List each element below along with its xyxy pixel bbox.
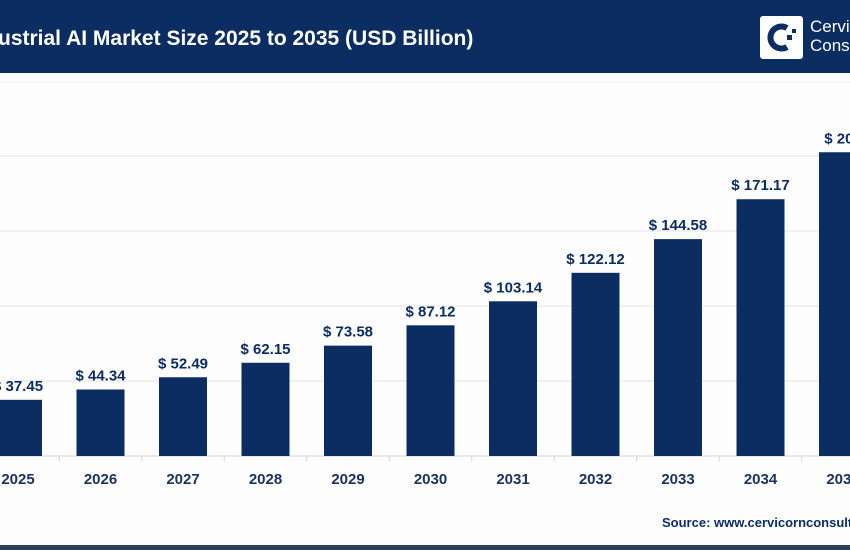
bar-2034 [736, 199, 785, 456]
bottom-border [0, 545, 850, 550]
chart-title: ustrial AI Market Size 2025 to 2035 (USD… [0, 27, 474, 50]
data-label-2029: $ 73.58 [323, 324, 373, 341]
logo-line-1: Cervi [810, 17, 850, 36]
bar-2031 [489, 301, 537, 456]
data-label-2032: $ 122.12 [566, 251, 624, 268]
bar-2026 [76, 389, 125, 456]
bar-2035 [819, 152, 850, 456]
data-label-2028: $ 62.15 [240, 341, 290, 358]
chart-header: ustrial AI Market Size 2025 to 2035 (USD… [0, 0, 850, 73]
x-tick-label-2027: 2027 [166, 471, 199, 488]
bar-2027 [159, 377, 207, 456]
x-tick-label-2035: 2035 [826, 471, 850, 488]
x-tick-label-2026: 2026 [84, 471, 117, 488]
data-label-2034: $ 171.17 [731, 177, 789, 194]
bar-2025 [0, 399, 42, 456]
logo-text: Cervi Consu [810, 17, 850, 55]
x-tick-label-2030: 2030 [414, 471, 447, 488]
source-note: Source: www.cervicornconsultin [662, 515, 850, 530]
data-label-2026: $ 44.34 [75, 367, 126, 384]
bar-2030 [406, 325, 455, 456]
data-label-2027: $ 52.49 [158, 355, 208, 372]
cervicorn-logo-icon [760, 16, 803, 59]
x-tick-label-2031: 2031 [496, 471, 529, 488]
bar-2028 [241, 362, 290, 456]
logo-line-2: Consu [810, 36, 850, 55]
data-label-2025: $ 37.45 [0, 378, 43, 395]
data-label-2031: $ 103.14 [484, 279, 543, 296]
x-tick-label-2033: 2033 [661, 471, 694, 488]
x-tick-label-2028: 2028 [249, 471, 282, 488]
data-label-2033: $ 144.58 [649, 217, 707, 234]
x-tick-label-2034: 2034 [744, 471, 778, 488]
x-tick-label-2025: 2025 [1, 471, 34, 488]
data-label-2035: $ 202 [824, 130, 850, 147]
x-tick-label-2032: 2032 [579, 471, 612, 488]
bar-2029 [324, 345, 372, 456]
bar-2032 [571, 272, 620, 456]
data-label-2030: $ 87.12 [405, 303, 455, 320]
bar-2033 [654, 239, 702, 456]
x-tick-label-2029: 2029 [331, 471, 364, 488]
